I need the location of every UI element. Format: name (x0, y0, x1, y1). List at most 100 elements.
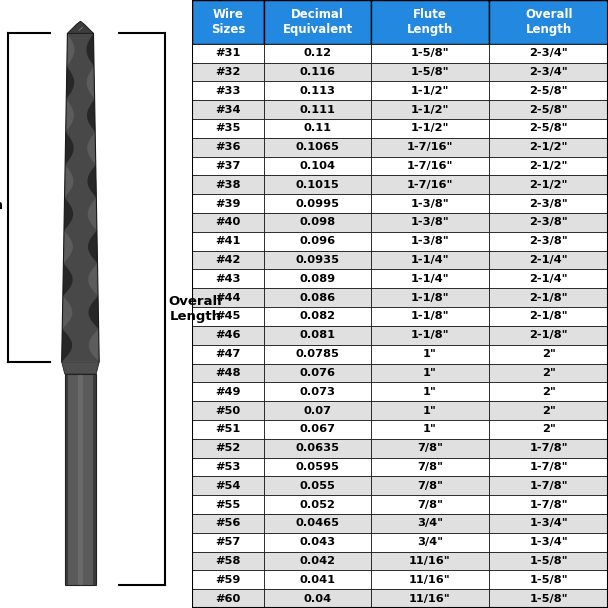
Text: #51: #51 (215, 424, 241, 434)
Text: 7/8": 7/8" (417, 481, 443, 491)
Text: 1-5/8": 1-5/8" (530, 575, 568, 585)
Bar (264, 269, 371, 288)
Bar (371, 250, 489, 269)
Text: 2-3/4": 2-3/4" (530, 48, 568, 58)
Text: 3/4": 3/4" (417, 519, 443, 528)
Text: 1-3/4": 1-3/4" (530, 537, 568, 547)
Text: Flute
Length: Flute Length (407, 8, 453, 36)
Text: 2": 2" (542, 349, 556, 359)
Bar (264, 382, 371, 401)
Bar (264, 345, 371, 364)
Text: #44: #44 (215, 292, 241, 303)
Bar (192, 514, 264, 533)
Text: 1-7/16": 1-7/16" (407, 142, 453, 152)
Polygon shape (64, 165, 74, 198)
Bar (371, 439, 489, 458)
Text: #56: #56 (215, 519, 241, 528)
Bar (371, 213, 489, 232)
Text: 2-1/4": 2-1/4" (530, 274, 568, 284)
Polygon shape (92, 374, 96, 585)
Bar (264, 194, 371, 213)
Bar (264, 458, 371, 476)
Bar (371, 81, 489, 100)
Text: 2-1/4": 2-1/4" (530, 255, 568, 265)
Polygon shape (61, 329, 72, 362)
Text: 1": 1" (423, 387, 437, 396)
Text: 2-5/8": 2-5/8" (530, 105, 568, 114)
Polygon shape (62, 296, 72, 329)
Bar (264, 157, 371, 176)
Text: 2-1/2": 2-1/2" (530, 180, 568, 190)
Bar (489, 119, 608, 138)
Text: 0.081: 0.081 (300, 330, 336, 340)
Text: #42: #42 (215, 255, 241, 265)
Text: #58: #58 (215, 556, 241, 566)
Bar (371, 364, 489, 382)
Text: 1-5/8": 1-5/8" (530, 593, 568, 604)
Bar (192, 476, 264, 495)
Polygon shape (64, 374, 96, 585)
Bar (371, 458, 489, 476)
Text: 1-7/8": 1-7/8" (530, 481, 568, 491)
Bar (489, 533, 608, 551)
Bar (192, 326, 264, 345)
Polygon shape (78, 374, 83, 585)
Text: 2-1/8": 2-1/8" (530, 330, 568, 340)
Text: 7/8": 7/8" (417, 500, 443, 510)
Text: #50: #50 (215, 406, 241, 415)
Bar (192, 138, 264, 157)
Text: 11/16": 11/16" (409, 556, 451, 566)
Text: 0.111: 0.111 (300, 105, 336, 114)
Text: 1": 1" (423, 349, 437, 359)
Text: #38: #38 (215, 180, 241, 190)
Bar (489, 232, 608, 250)
Bar (192, 44, 264, 63)
Text: #34: #34 (215, 105, 241, 114)
Text: 1-1/2": 1-1/2" (411, 123, 449, 133)
Text: 1": 1" (423, 368, 437, 378)
Bar (264, 232, 371, 250)
Text: 0.076: 0.076 (300, 368, 336, 378)
Text: 1": 1" (423, 424, 437, 434)
Text: 2-1/8": 2-1/8" (530, 311, 568, 322)
Text: 0.052: 0.052 (300, 500, 336, 510)
Text: #33: #33 (215, 86, 241, 96)
Text: 0.0785: 0.0785 (295, 349, 339, 359)
Text: 2": 2" (542, 368, 556, 378)
Bar (371, 138, 489, 157)
Bar (489, 382, 608, 401)
Text: 0.082: 0.082 (300, 311, 336, 322)
Bar (489, 288, 608, 307)
Bar (371, 44, 489, 63)
Polygon shape (89, 329, 99, 362)
Bar (489, 401, 608, 420)
Bar (371, 551, 489, 570)
Text: #59: #59 (215, 575, 241, 585)
Bar (264, 533, 371, 551)
Bar (192, 63, 264, 81)
Text: 7/8": 7/8" (417, 443, 443, 453)
Text: 0.0935: 0.0935 (295, 255, 339, 265)
Text: 2": 2" (542, 387, 556, 396)
Bar (264, 514, 371, 533)
Bar (192, 382, 264, 401)
Text: 0.041: 0.041 (300, 575, 336, 585)
Bar (371, 589, 489, 608)
Bar (489, 138, 608, 157)
Bar (489, 176, 608, 194)
Bar (192, 551, 264, 570)
Bar (192, 401, 264, 420)
Text: 0.0995: 0.0995 (295, 199, 339, 209)
Text: #32: #32 (215, 67, 241, 77)
Text: #60: #60 (215, 593, 241, 604)
Bar (192, 307, 264, 326)
Text: 2-1/2": 2-1/2" (530, 142, 568, 152)
Bar (192, 213, 264, 232)
Bar (371, 345, 489, 364)
Bar (371, 100, 489, 119)
Bar (192, 420, 264, 439)
Text: 2-1/8": 2-1/8" (530, 292, 568, 303)
Bar (264, 570, 371, 589)
Text: Flute
Length: Flute Length (0, 184, 4, 212)
Text: 0.11: 0.11 (303, 123, 331, 133)
